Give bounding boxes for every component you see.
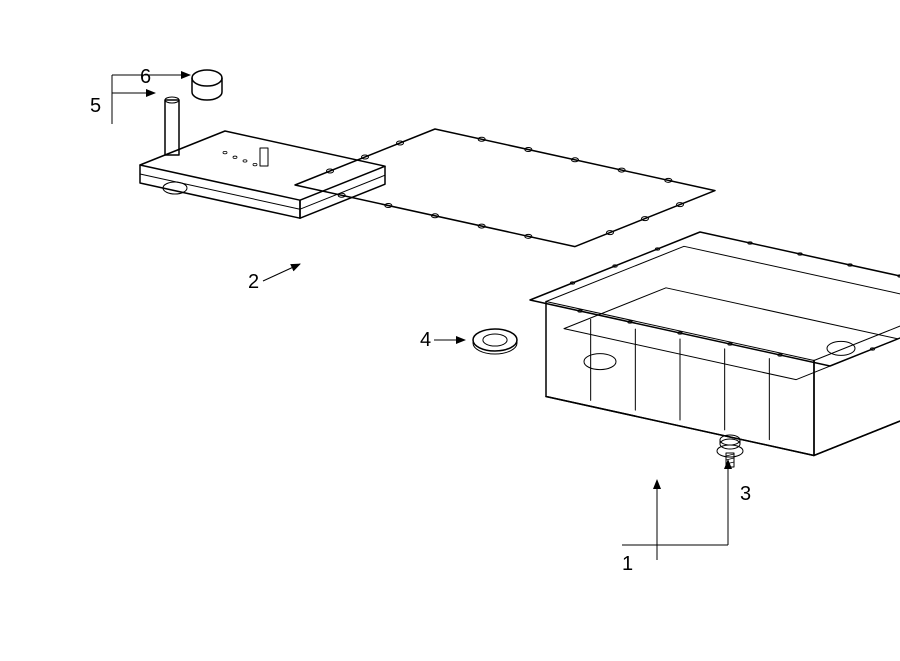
- pan-right-wall: [814, 305, 900, 455]
- pan-flange-inner: [546, 246, 900, 360]
- filter-tube: [165, 100, 179, 155]
- filter-assembly-label: 5: [90, 95, 101, 117]
- filter-standoff: [253, 163, 257, 165]
- pan-gasket-label: 2: [248, 271, 259, 293]
- drain-plug-thread: [726, 454, 734, 456]
- pan-boss: [584, 354, 616, 370]
- pan-bottom-edge: [546, 397, 900, 456]
- filter-standoff: [243, 160, 247, 162]
- magnet-inner: [483, 334, 507, 346]
- pan-boss: [827, 341, 855, 355]
- pan-gasket-arrow: [263, 264, 300, 281]
- filter-standoff: [233, 156, 237, 158]
- filter-standoff: [223, 151, 227, 153]
- filter-post: [260, 148, 268, 166]
- drain-plug-label: 3: [740, 483, 751, 505]
- filter-neck-seal-label: 6: [140, 66, 151, 88]
- seal-top: [192, 70, 222, 86]
- filter-port: [163, 182, 187, 194]
- parts-diagram: 1 2 3 4 5 6: [0, 0, 900, 661]
- gasket-outline: [295, 129, 715, 247]
- magnet-label: 4: [420, 329, 431, 351]
- magnet-side: [473, 340, 517, 354]
- drain-plug-thread: [726, 462, 734, 464]
- seal-side: [192, 78, 222, 100]
- transmission-oil-pan-label: 1: [622, 553, 633, 575]
- drain-plug-thread: [726, 458, 734, 460]
